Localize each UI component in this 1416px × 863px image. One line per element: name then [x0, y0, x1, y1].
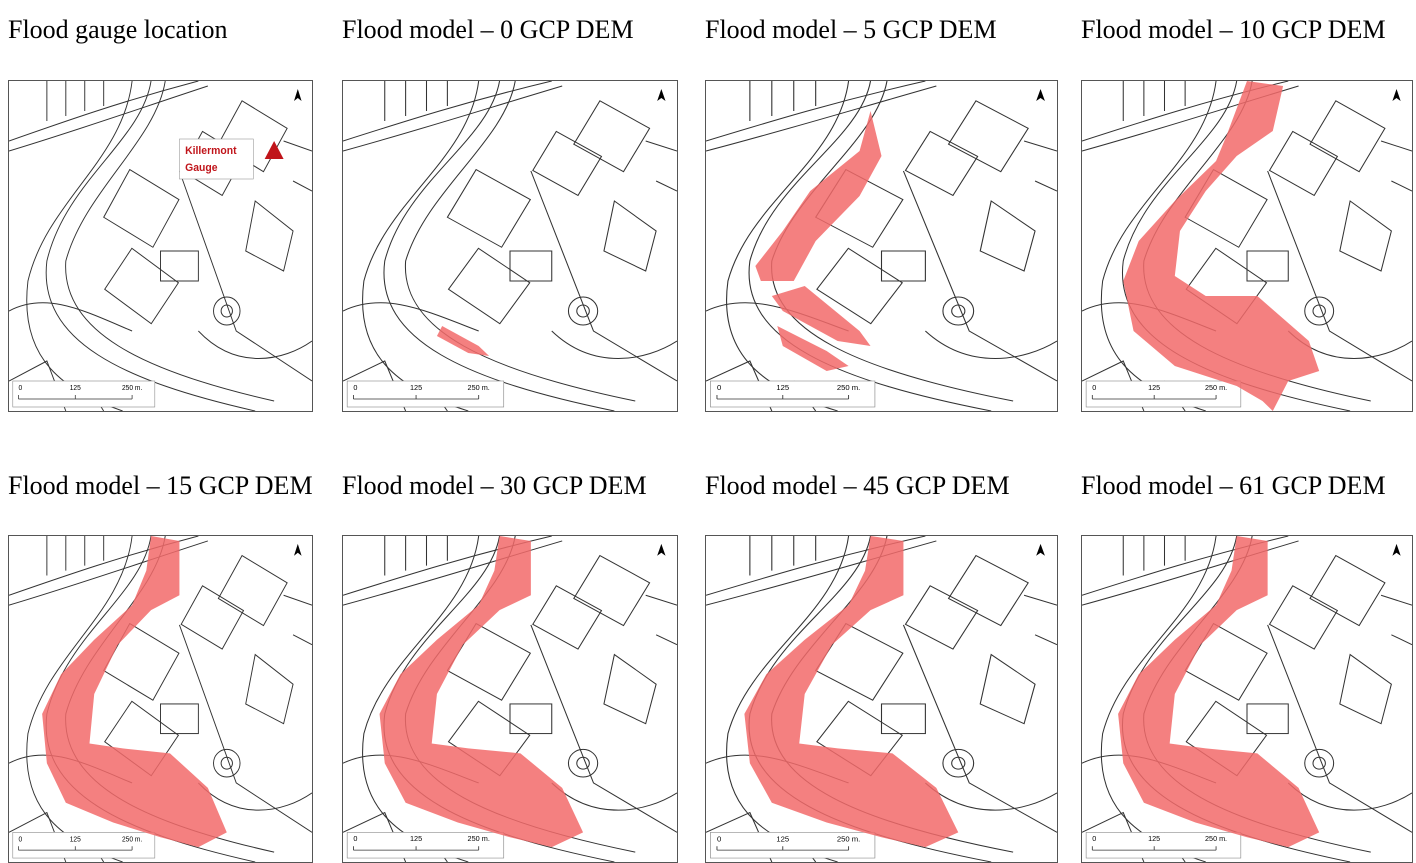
- flood-extent: [380, 536, 584, 847]
- scale-label: 250 m.: [122, 385, 142, 392]
- scale-label: 0: [353, 835, 357, 843]
- base-map: [9, 81, 312, 411]
- scale-label: 250 m.: [468, 835, 490, 843]
- panel-title: Flood gauge location: [8, 12, 348, 48]
- map-panel: 0 125 250 m.: [705, 80, 1058, 412]
- scale-label: 125: [776, 383, 789, 392]
- map-panel: 0 125 250 m.: [342, 535, 678, 863]
- flood-extent: [744, 536, 958, 847]
- scale-label: 0: [353, 384, 357, 392]
- gauge-label: Gauge: [185, 162, 217, 174]
- panel-title: Flood model – 5 GCP DEM: [705, 12, 1058, 48]
- scale-label: 0: [1092, 384, 1096, 392]
- scale-label: 250 m.: [837, 835, 860, 844]
- map-panel: 0 125 250 m. Killermont Gauge: [8, 80, 313, 412]
- scale-label: 0: [717, 383, 721, 392]
- scale-label: 125: [410, 384, 422, 392]
- map-panel: 0 125 250 m.: [342, 80, 678, 412]
- panel-title: Flood model – 30 GCP DEM: [342, 468, 678, 504]
- flood-extent: [755, 111, 881, 371]
- scale-label: 250 m.: [1205, 384, 1227, 392]
- flood-extent: [42, 536, 227, 847]
- scale-label: 0: [1092, 836, 1096, 843]
- scale-label: 125: [70, 385, 81, 392]
- panel-title: Flood model – 45 GCP DEM: [705, 468, 1058, 504]
- gauge-label: Killermont: [185, 145, 237, 157]
- scale-label: 250 m.: [468, 384, 490, 392]
- scale-label: 250 m.: [122, 836, 142, 843]
- figure: Flood gauge location 0 125 250 m. Killermont…: [0, 0, 1416, 861]
- panel-title: Flood model – 10 GCP DEM: [1081, 12, 1413, 48]
- panel-title: Flood model – 61 GCP DEM: [1081, 468, 1413, 504]
- flood-extent: [437, 326, 489, 356]
- scale-label: 125: [776, 835, 789, 844]
- base-map: [706, 81, 1057, 411]
- scale-label: 250 m.: [1205, 836, 1227, 843]
- scale-label: 125: [70, 836, 81, 843]
- scale-label: 125: [410, 835, 422, 843]
- flood-extent: [1118, 536, 1319, 847]
- map-panel: 0 125 250 m.: [8, 535, 313, 863]
- panel-title: Flood model – 15 GCP DEM: [8, 468, 313, 504]
- scale-label: 0: [18, 836, 22, 843]
- scale-label: 0: [717, 835, 721, 844]
- map-panel: 0 125 250 m.: [1081, 535, 1413, 863]
- panel-title: Flood model – 0 GCP DEM: [342, 12, 678, 48]
- scale-label: 250 m.: [837, 383, 860, 392]
- base-map: [343, 81, 677, 411]
- scale-label: 125: [1148, 836, 1160, 843]
- gauge-marker: [265, 141, 284, 159]
- map-panel: 0 125 250 m.: [1081, 80, 1413, 412]
- map-panel: 0 125 250 m.: [705, 535, 1058, 863]
- scale-label: 0: [18, 385, 22, 392]
- scale-label: 125: [1148, 384, 1160, 392]
